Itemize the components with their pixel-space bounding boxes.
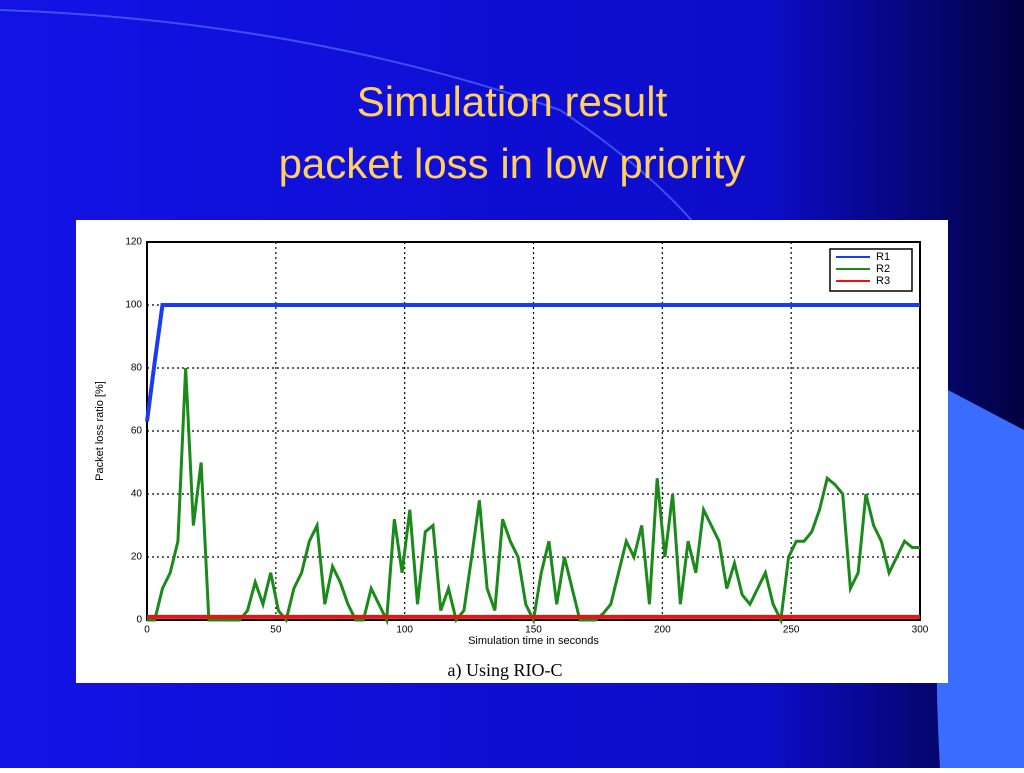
caption: a) Using RIO-C	[448, 660, 563, 681]
series-line	[145, 303, 920, 422]
y-tick-label: 0	[136, 615, 142, 626]
y-axis-label: Packet loss ratio [%]	[94, 381, 106, 481]
legend-label: R3	[876, 275, 890, 287]
x-tick-label: 250	[783, 625, 800, 636]
x-axis-label: Simulation time in seconds	[468, 635, 599, 647]
y-tick-label: 20	[131, 552, 143, 563]
x-tick-label: 200	[654, 625, 671, 636]
y-tick-label: 100	[125, 300, 142, 311]
series-line	[147, 367, 920, 626]
decor-shape	[936, 390, 1024, 768]
slide-title: Simulation result	[357, 78, 668, 125]
y-tick-label: 40	[131, 489, 143, 500]
x-tick-label: 0	[144, 625, 150, 636]
x-tick-label: 300	[912, 625, 929, 636]
decor-curve	[0, 9, 701, 231]
legend-label: R2	[876, 263, 890, 275]
slide-subtitle: packet loss in low priority	[279, 140, 746, 187]
x-tick-label: 50	[270, 625, 282, 636]
x-tick-label: 100	[396, 625, 413, 636]
chart-panel	[76, 220, 948, 683]
x-tick-label: 150	[525, 625, 542, 636]
y-tick-label: 120	[125, 237, 142, 248]
y-tick-label: 60	[131, 426, 143, 437]
y-tick-label: 80	[131, 363, 143, 374]
legend-label: R1	[876, 251, 890, 263]
